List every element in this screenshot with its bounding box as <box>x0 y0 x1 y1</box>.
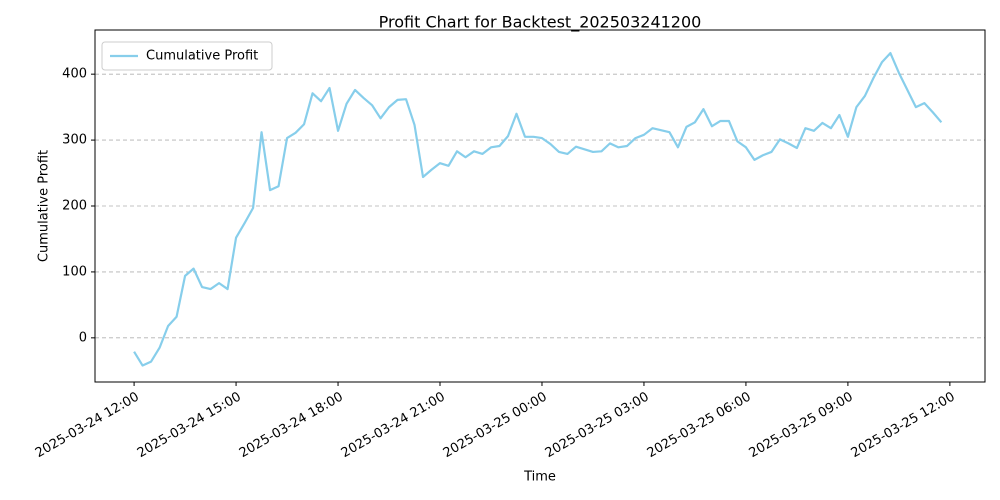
legend-label: Cumulative Profit <box>146 49 258 64</box>
y-tick-label: 400 <box>62 67 87 82</box>
axes-frame <box>94 29 986 383</box>
y-tick-label: 0 <box>79 330 87 345</box>
x-axis-title: Time <box>523 470 556 485</box>
y-tick-label: 100 <box>62 264 87 279</box>
legend: Cumulative Profit <box>101 41 273 71</box>
legend-box <box>101 41 273 71</box>
y-axis-title: Cumulative Profit <box>37 150 52 262</box>
y-tick-label: 300 <box>62 133 87 148</box>
chart-title: Profit Chart for Backtest_202503241200 <box>379 13 702 33</box>
y-tick-label: 200 <box>62 199 87 214</box>
data-line <box>133 51 943 367</box>
